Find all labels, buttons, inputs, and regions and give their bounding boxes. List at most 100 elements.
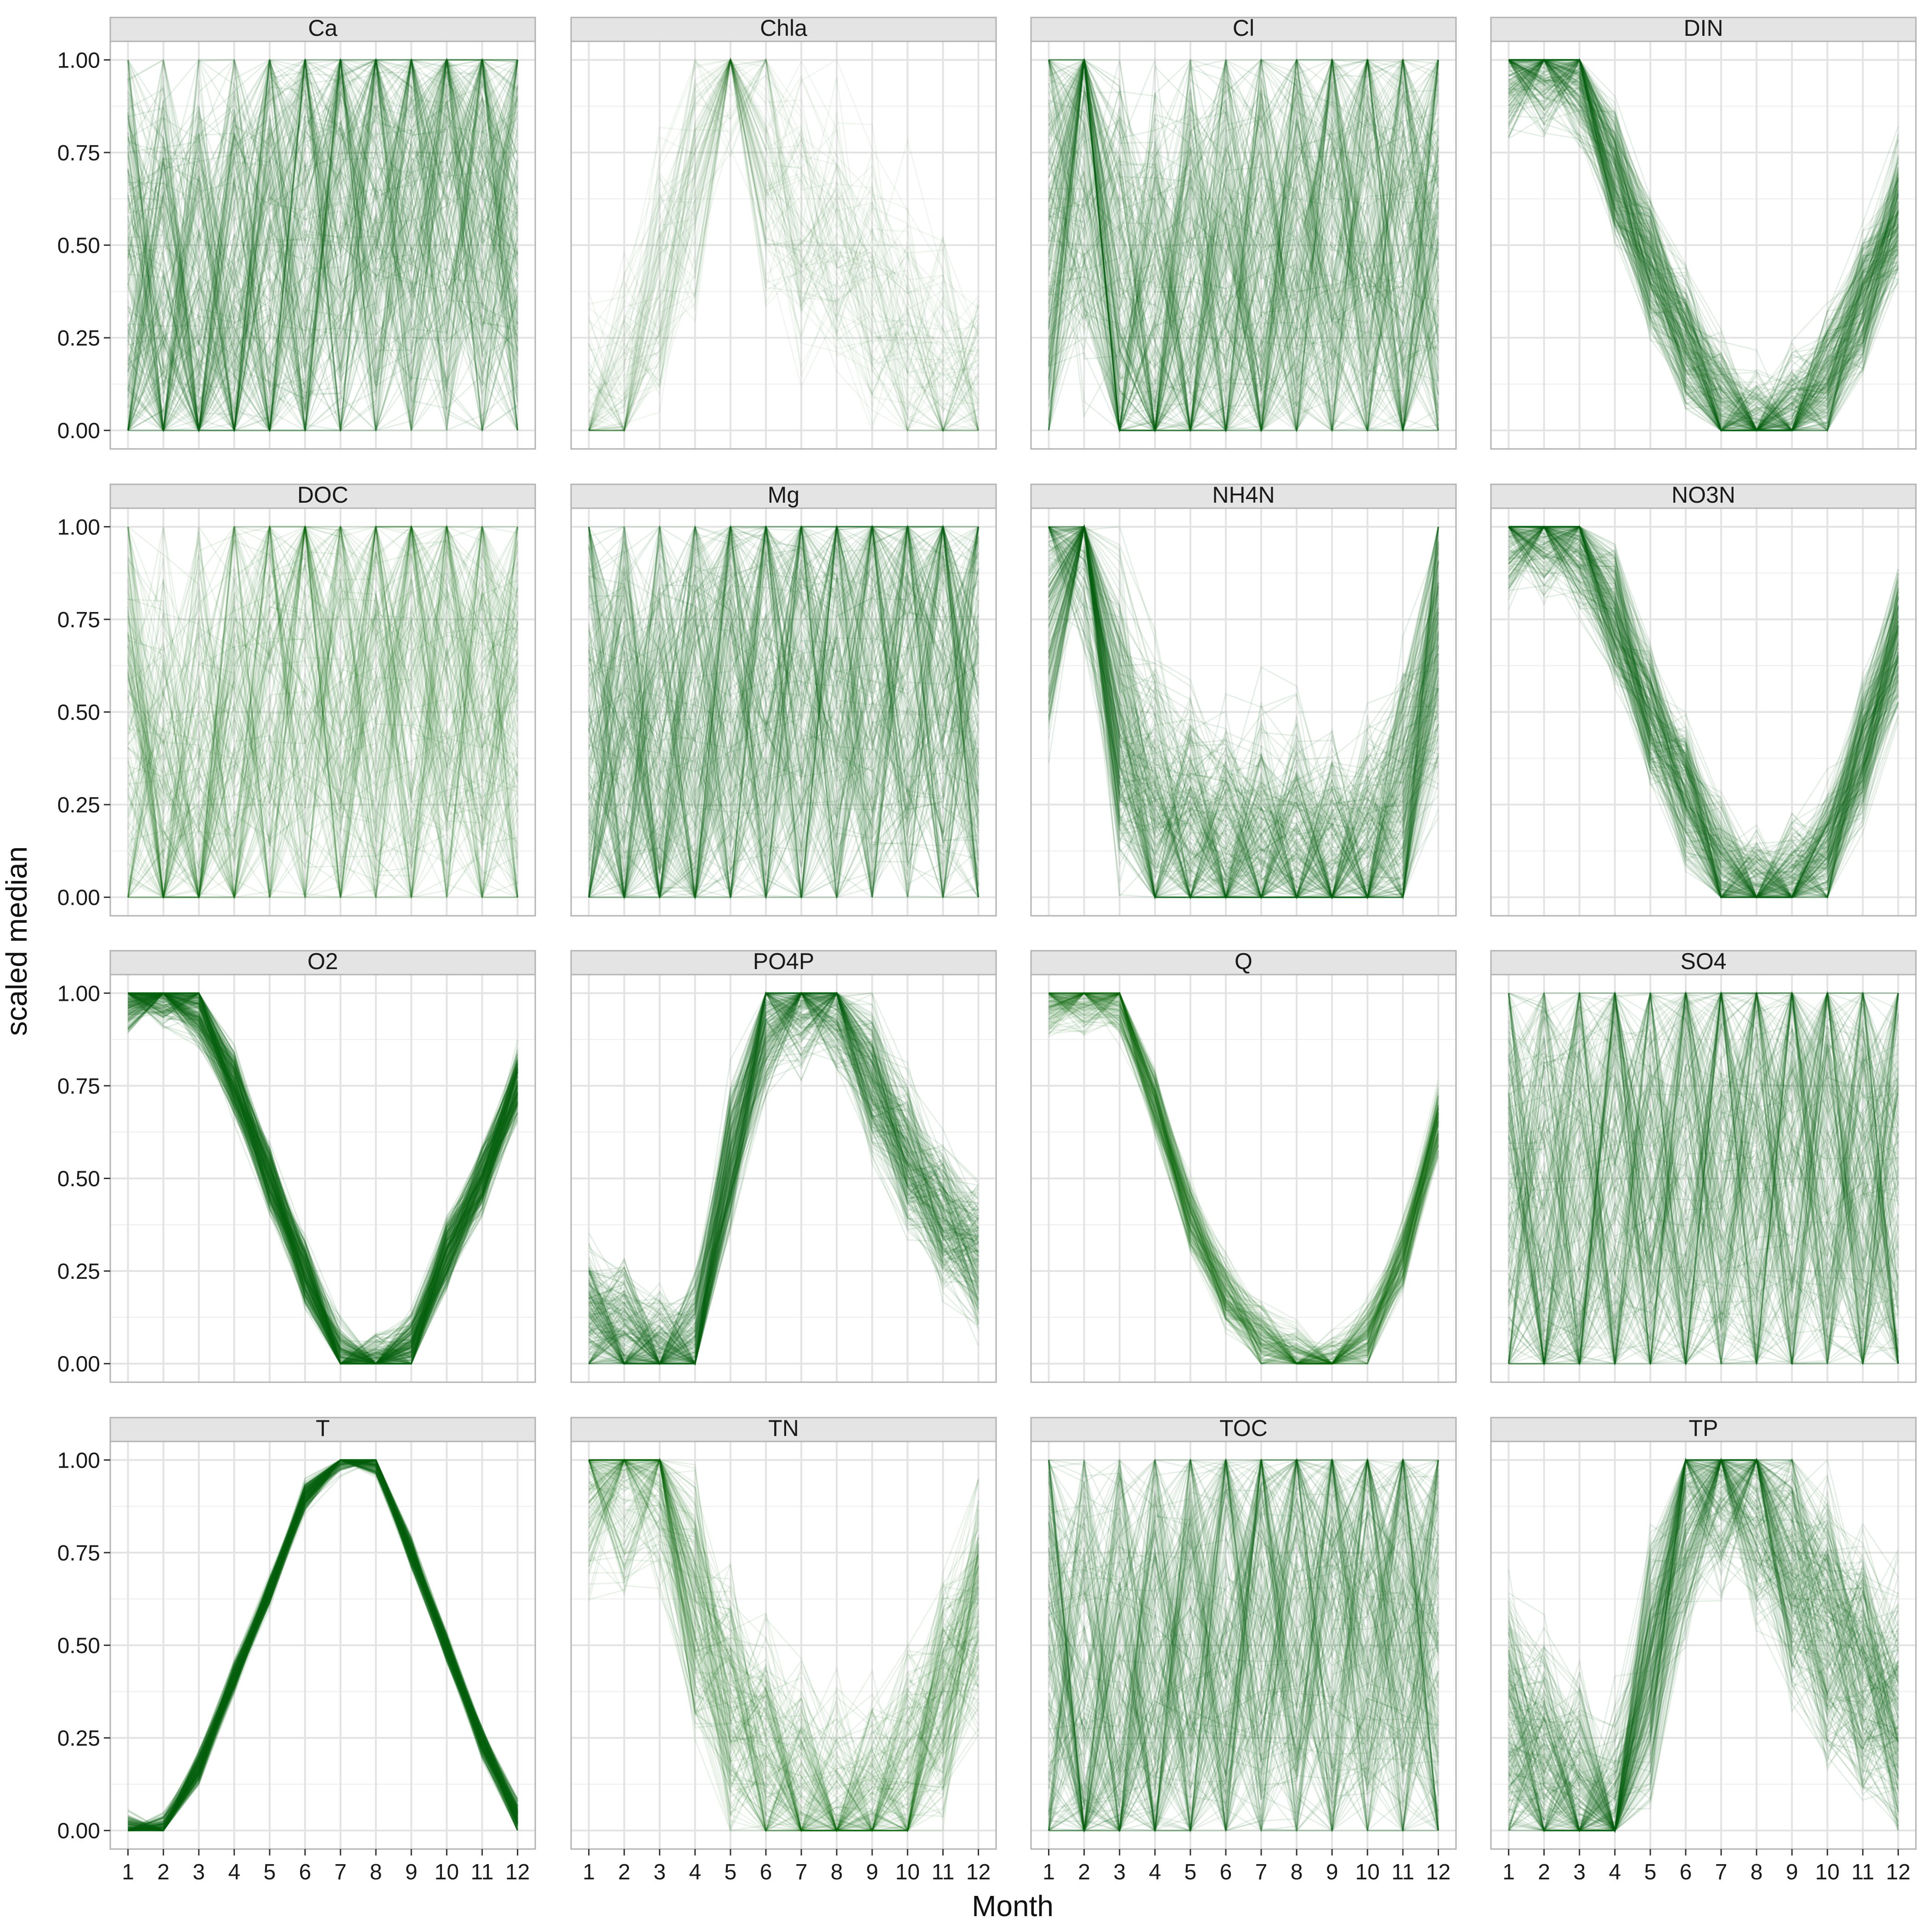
series-line [1048, 526, 1439, 898]
series-line [1508, 526, 1899, 898]
series-line [1048, 60, 1439, 432]
series-line [588, 992, 979, 1365]
series-line [1508, 59, 1899, 431]
series-line [1048, 60, 1439, 431]
series-line [588, 526, 979, 898]
series-line [1508, 526, 1899, 898]
series-line [1048, 59, 1439, 432]
series-line [588, 525, 979, 899]
series-line [1508, 526, 1899, 898]
series-line [1048, 527, 1439, 900]
series-line [128, 992, 518, 1365]
series-line [588, 527, 979, 898]
series-line [128, 57, 518, 431]
series-line [588, 992, 979, 1365]
series-line [588, 991, 979, 1365]
series-line [1048, 59, 1439, 432]
series-line [127, 60, 518, 433]
series-line [1048, 526, 1439, 898]
series-line [128, 992, 518, 1365]
series-line [1048, 527, 1439, 898]
series-line [127, 527, 518, 898]
series-line [127, 60, 518, 431]
series-line [1508, 58, 1899, 431]
series-line [127, 992, 518, 1365]
series-line [1508, 526, 1899, 899]
series-line [1508, 59, 1899, 432]
series-line [128, 992, 518, 1365]
series-line [1508, 59, 1899, 431]
series-line [127, 992, 518, 1365]
series-line [588, 526, 979, 897]
series-line [588, 58, 979, 431]
series-line [127, 59, 518, 431]
facet-title: Chla [760, 15, 807, 41]
series-line [1048, 526, 1439, 900]
series-line [589, 992, 979, 1365]
series-line [1048, 527, 1439, 899]
series-line [128, 992, 518, 1365]
series-line [1048, 59, 1439, 433]
series-line [589, 992, 979, 1365]
series-line [588, 525, 979, 898]
series-line [1048, 526, 1439, 898]
series-line [588, 525, 979, 897]
series-line [1048, 58, 1439, 431]
series-line [128, 992, 518, 1365]
series-line [127, 57, 518, 431]
series-line [128, 992, 518, 1365]
series-line [127, 992, 518, 1365]
x-tick-label: 4 [1609, 1860, 1621, 1884]
series-line [1048, 525, 1439, 899]
series-line [127, 59, 518, 432]
series-line [1508, 59, 1899, 431]
series-line [588, 526, 979, 898]
series-line [127, 992, 518, 1365]
facet-title: NH4N [1212, 482, 1275, 508]
series-line [1048, 524, 1439, 900]
series-line [128, 992, 518, 1365]
series-line [588, 992, 979, 1365]
series-line [1508, 58, 1899, 431]
series-line [1048, 527, 1439, 900]
series-line [127, 525, 518, 898]
series-line [588, 526, 979, 897]
series-line [1048, 526, 1439, 899]
series-line [1508, 526, 1899, 898]
facet-panel-mg: Mg [570, 482, 997, 917]
series-line [588, 525, 979, 900]
series-line [127, 59, 518, 432]
series-line [127, 993, 518, 1365]
series-line [1048, 525, 1439, 899]
series-line [588, 525, 979, 898]
series-line [1508, 59, 1899, 431]
series-line [128, 992, 518, 1365]
series-line [588, 527, 979, 897]
series-line [1048, 524, 1439, 899]
series-line [588, 527, 979, 898]
series-line [588, 992, 979, 1365]
series-line [127, 58, 518, 431]
x-tick-label: 4 [689, 1860, 701, 1884]
series-line [1048, 59, 1439, 431]
series-line [1508, 59, 1899, 431]
series-line [127, 992, 518, 1365]
series-line [588, 59, 979, 431]
series-line [1048, 526, 1439, 900]
series-line [127, 526, 518, 898]
series-line [1508, 526, 1899, 899]
series-line [588, 527, 979, 897]
series-line [1508, 59, 1899, 432]
series-line [1048, 60, 1439, 431]
series-line [589, 58, 979, 431]
series-line [1508, 59, 1899, 431]
series-line [588, 992, 979, 1365]
series-line [1508, 526, 1899, 898]
series-line [127, 526, 518, 898]
facet-title: SO4 [1680, 948, 1726, 974]
series-line [1508, 526, 1899, 898]
series-line [127, 59, 518, 431]
series-line [588, 526, 979, 898]
series-line [128, 992, 518, 1365]
series-line [128, 992, 518, 1365]
